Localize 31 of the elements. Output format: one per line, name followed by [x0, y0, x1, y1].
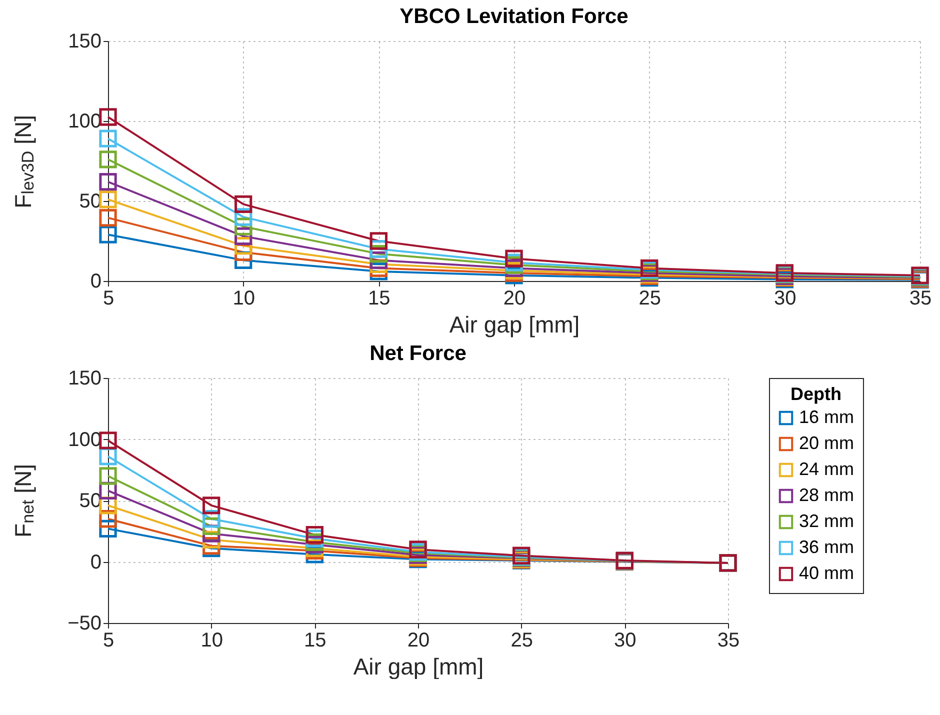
x-tick-label: 30 [614, 630, 636, 652]
legend-label: 20 mm [799, 433, 854, 453]
legend-label: 16 mm [799, 407, 854, 427]
legend-label: 32 mm [799, 511, 854, 531]
x-tick-label: 20 [503, 288, 526, 310]
y-tick-label: 150 [68, 30, 102, 52]
x-tick-label: 35 [909, 288, 932, 310]
legend-label: 40 mm [799, 563, 854, 583]
x-tick-label: 5 [102, 630, 114, 652]
legend-label: 28 mm [799, 485, 854, 505]
x-tick-label: 20 [407, 630, 430, 652]
y-tick-label: 150 [68, 368, 102, 390]
x-tick-label: 10 [232, 288, 255, 310]
legend-title: Depth [790, 384, 842, 404]
x-tick-label: 25 [638, 288, 661, 310]
x-tick-label: 35 [717, 630, 740, 652]
x-axis-title: Air gap [mm] [449, 312, 580, 338]
chart-title: Net Force [370, 342, 466, 365]
x-tick-label: 15 [304, 630, 326, 652]
x-tick-label: 25 [510, 630, 533, 652]
legend-label: 36 mm [799, 537, 854, 557]
legend-label: 24 mm [799, 459, 854, 479]
chart-title: YBCO Levitation Force [400, 5, 628, 28]
x-axis-title: Air gap [mm] [353, 654, 484, 680]
y-tick-label: 0 [90, 551, 102, 574]
x-tick-label: 5 [102, 288, 114, 310]
x-tick-label: 15 [368, 288, 390, 310]
x-tick-label: 10 [200, 630, 223, 652]
y-tick-label: −50 [68, 612, 102, 634]
x-tick-label: 30 [774, 288, 796, 310]
y-tick-label: 0 [90, 270, 102, 292]
